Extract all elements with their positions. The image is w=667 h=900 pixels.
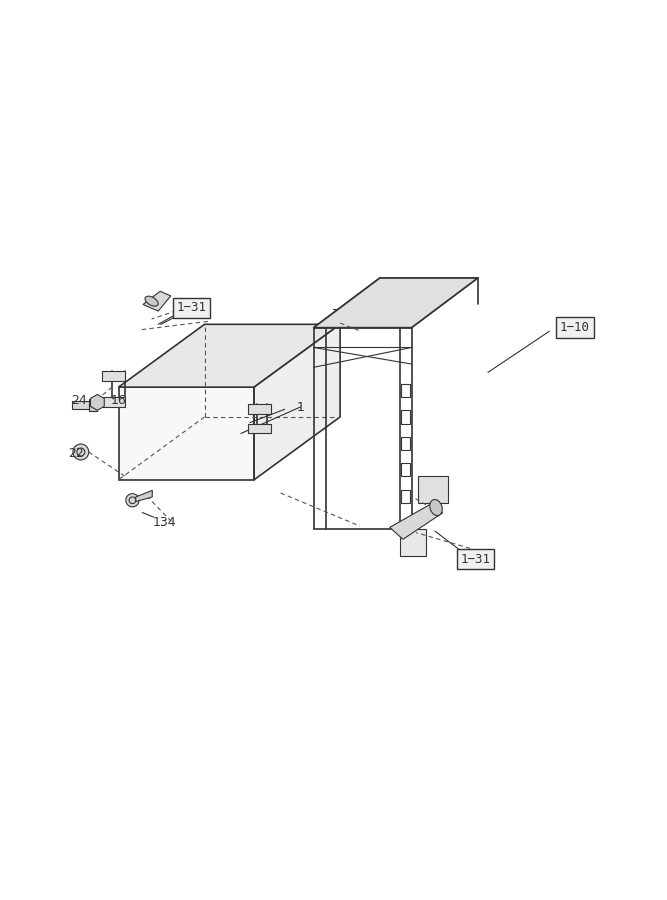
- Polygon shape: [102, 371, 125, 381]
- Ellipse shape: [430, 500, 442, 516]
- Polygon shape: [390, 503, 443, 539]
- Text: 1−31: 1−31: [176, 302, 206, 314]
- Text: 1−10: 1−10: [560, 321, 590, 334]
- Polygon shape: [313, 278, 478, 328]
- Bar: [401, 436, 410, 450]
- Polygon shape: [400, 529, 426, 556]
- Bar: [401, 410, 410, 424]
- Polygon shape: [135, 491, 152, 501]
- Bar: [401, 384, 410, 397]
- Text: 1−31: 1−31: [461, 553, 491, 565]
- Circle shape: [126, 494, 139, 507]
- Bar: [401, 490, 410, 503]
- Polygon shape: [119, 324, 340, 387]
- Polygon shape: [143, 292, 171, 311]
- Polygon shape: [119, 387, 254, 480]
- Bar: [72, 401, 91, 409]
- Polygon shape: [102, 397, 125, 407]
- Circle shape: [73, 444, 89, 460]
- Text: 1: 1: [297, 400, 304, 413]
- Text: 22: 22: [67, 446, 83, 460]
- Polygon shape: [418, 476, 448, 503]
- Ellipse shape: [145, 296, 158, 306]
- Text: 16: 16: [111, 394, 127, 407]
- Bar: [89, 399, 97, 411]
- Polygon shape: [254, 324, 340, 480]
- Text: 24: 24: [71, 394, 87, 407]
- Bar: [401, 464, 410, 476]
- Polygon shape: [91, 394, 104, 410]
- Polygon shape: [247, 424, 271, 434]
- Text: 134: 134: [153, 517, 177, 529]
- Polygon shape: [247, 404, 271, 414]
